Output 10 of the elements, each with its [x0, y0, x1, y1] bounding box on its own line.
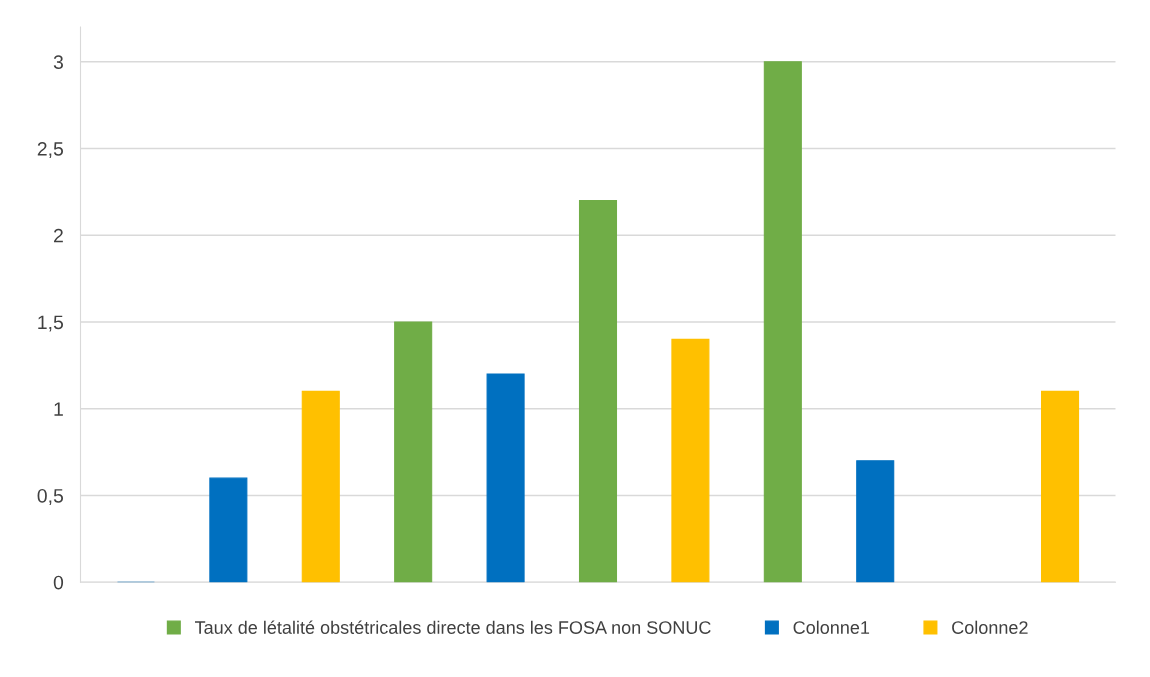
- y-tick-label: 1,5: [38, 315, 64, 332]
- legend-label: Colonne2: [952, 620, 1028, 634]
- y-tick-label: 0: [53, 575, 64, 590]
- y-tick-label: 2: [54, 228, 63, 243]
- y-tick-label: 3: [53, 55, 63, 70]
- y-tick-label: 0,5: [37, 488, 64, 506]
- y-tick-label: 1: [54, 402, 63, 416]
- legend-label: Taux de létalité obstétricales directe dans les FOSA non SONUC: [195, 620, 711, 634]
- legend-label: Colonne1: [793, 620, 870, 634]
- y-tick-label: 2,5: [37, 141, 64, 159]
